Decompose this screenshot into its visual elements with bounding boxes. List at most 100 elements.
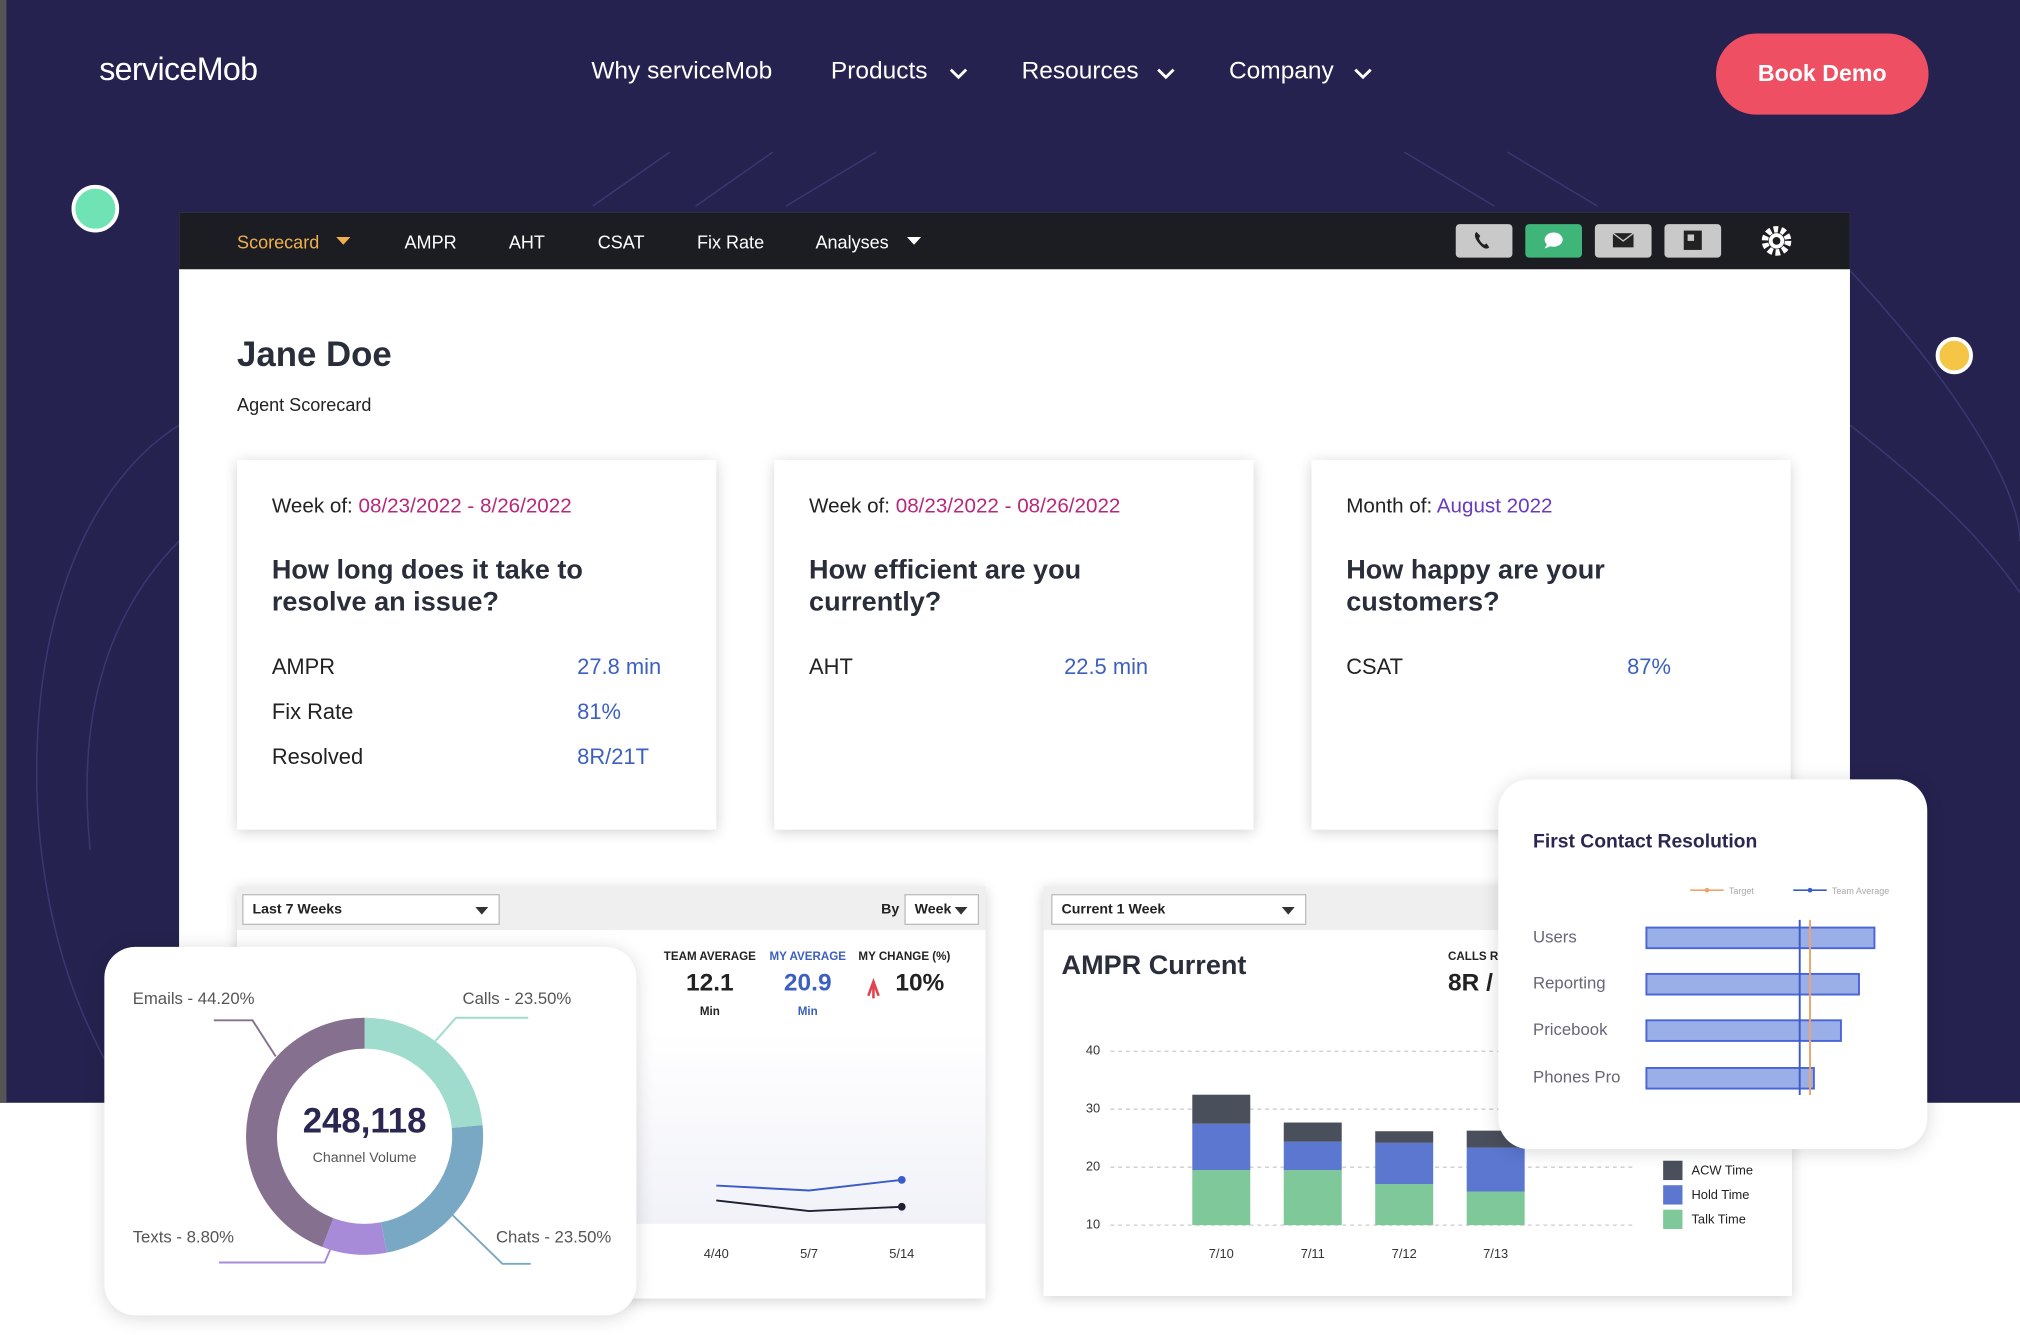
tab[interactable]: Scorecard (237, 231, 320, 253)
bar-segment (1283, 1122, 1342, 1142)
period-label: Month of: (1346, 495, 1433, 518)
chevron (1354, 68, 1372, 80)
bar-segment (1466, 1191, 1525, 1226)
bar (1645, 1067, 1815, 1090)
y-tick-label: 30 (1086, 1101, 1100, 1116)
period-value: 08/23/2022 - 8/26/2022 (358, 495, 572, 518)
category-label: Pricebook (1533, 1020, 1608, 1039)
x-tick-label: 7/13 (1483, 1246, 1508, 1261)
x-tick-label: 7/10 (1209, 1246, 1234, 1261)
stat-label: MY AVERAGE (769, 949, 846, 963)
period: Month of: August 2022 (1346, 496, 1552, 519)
metric-value: 81% (577, 699, 621, 725)
tab-caret (336, 237, 351, 245)
fcr-title: First Contact Resolution (1533, 832, 1757, 853)
metric-label: Resolved (271, 744, 364, 770)
scorecard: Week of: 08/23/2022 - 8/26/2022 How long … (237, 459, 717, 830)
donut-slice (380, 1125, 484, 1253)
metric-label: AHT (809, 654, 853, 679)
logo[interactable]: serviceMob (99, 51, 258, 88)
nav-link[interactable]: Products (830, 57, 928, 86)
x-tick-label: 7/12 (1392, 1246, 1417, 1261)
calls-value: 8R / (1448, 970, 1493, 998)
question: How long does it take to resolve an issu… (271, 555, 583, 618)
stat-unit: Min (699, 1004, 720, 1018)
range-dropdown[interactable]: Last 7 Weeks (242, 894, 500, 925)
category-label: Reporting (1533, 974, 1606, 993)
legend-label: Target (1729, 886, 1755, 896)
bar (1645, 926, 1876, 950)
line (716, 1199, 902, 1213)
donut-slice (322, 1218, 387, 1255)
tab-caret (906, 237, 922, 245)
tab[interactable]: Analyses (815, 231, 889, 253)
metric-value: 22.5 min (1064, 654, 1149, 679)
period-label: Week of: (271, 495, 353, 518)
line (716, 1178, 902, 1192)
stat-value: 12.1 (686, 970, 734, 998)
point (897, 1175, 906, 1184)
tab[interactable]: CSAT (597, 231, 645, 253)
metric-value: 8R/21T (577, 744, 649, 770)
tab[interactable]: Fix Rate (696, 231, 765, 253)
metric-value: 87% (1627, 654, 1671, 679)
y-tick-label: 20 (1086, 1159, 1100, 1174)
chevron (1157, 68, 1175, 80)
nav-link[interactable]: Why serviceMob (591, 57, 773, 86)
bar-segment (1283, 1141, 1342, 1171)
settings-button[interactable] (1761, 226, 1792, 256)
agent-subtitle: Agent Scorecard (237, 394, 372, 415)
bar-segment (1192, 1123, 1251, 1171)
legend-dot (1807, 887, 1813, 893)
legend-swatch (1663, 1209, 1683, 1230)
period-value: 08/23/2022 - 08/26/2022 (895, 495, 1121, 518)
legend-swatch (1663, 1160, 1683, 1181)
legend-label: Team Average (1832, 886, 1889, 896)
nav-link[interactable]: Resources (1021, 57, 1139, 86)
donut-slice (246, 1017, 365, 1247)
chat-button[interactable] (1525, 224, 1582, 258)
bar-segment (1375, 1183, 1434, 1226)
book-demo-button[interactable]: Book Demo (1715, 33, 1929, 115)
x-tick-label: 5/14 (889, 1246, 914, 1261)
legend-label: ACW Time (1691, 1162, 1753, 1177)
period: Week of: 08/23/2022 - 08/26/2022 (809, 496, 1120, 519)
scorecard: Week of: 08/23/2022 - 08/26/2022 How effi… (774, 459, 1254, 830)
phone-button[interactable] (1455, 224, 1513, 258)
legend-swatch (1663, 1185, 1683, 1205)
slice-label: Emails - 44.20% (133, 989, 255, 1008)
x-tick-label: 4/40 (704, 1246, 729, 1261)
nav-link[interactable]: Company (1229, 57, 1334, 86)
edge (0, 0, 7, 1103)
x-tick-label: 7/11 (1301, 1246, 1325, 1261)
email-button[interactable] (1594, 224, 1652, 258)
slice-label: Texts - 8.80% (133, 1227, 234, 1246)
y-tick-label: 40 (1086, 1043, 1100, 1058)
donut-total: 248,118 (303, 1103, 427, 1141)
tab[interactable]: AMPR (404, 231, 457, 253)
mobile-button[interactable] (1664, 224, 1722, 258)
metric-label: CSAT (1346, 654, 1404, 679)
by-dropdown[interactable]: Week (904, 894, 980, 925)
chevron (949, 68, 968, 80)
bar-segment (1375, 1131, 1434, 1143)
bar-segment (1283, 1170, 1342, 1226)
stat-label: TEAM AVERAGE (663, 949, 756, 963)
bar-segment (1192, 1094, 1251, 1124)
period-value: August 2022 (1436, 495, 1553, 518)
question: How happy are your customers? (1346, 555, 1605, 618)
bar (1645, 972, 1860, 996)
ampr-range-dropdown[interactable]: Current 1 Week (1051, 894, 1307, 925)
metric-label: AMPR (271, 654, 336, 679)
stat-label: MY CHANGE (%) (858, 949, 951, 963)
tab[interactable]: AHT (508, 231, 545, 253)
bar-segment (1375, 1142, 1434, 1184)
stat-value: 10% (895, 970, 945, 998)
